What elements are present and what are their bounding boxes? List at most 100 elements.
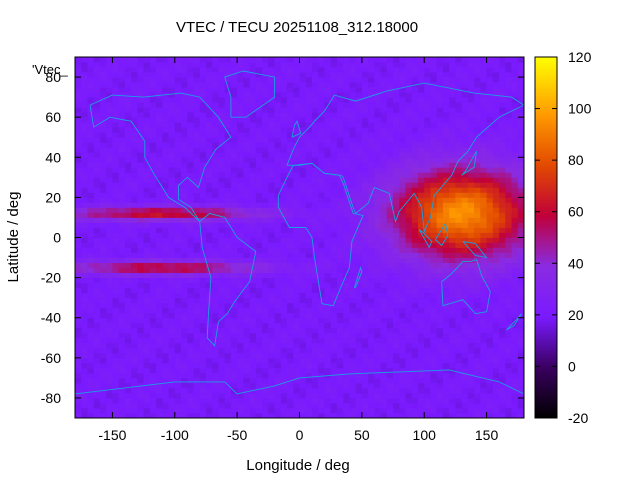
heatmap-cell (455, 162, 463, 168)
heatmap-cell (168, 192, 176, 198)
heatmap-cell (305, 342, 313, 349)
heatmap-cell (262, 192, 269, 198)
heatmap-cell (274, 317, 282, 324)
heatmap-cell (343, 402, 350, 409)
heatmap-cell (486, 177, 494, 183)
heatmap-cell (436, 207, 444, 213)
heatmap-cell (467, 407, 475, 414)
heatmap-cell (386, 107, 394, 113)
heatmap-cell (343, 102, 350, 108)
heatmap-cell (255, 337, 263, 344)
heatmap-cell (87, 247, 95, 253)
heatmap-cell (205, 202, 213, 208)
heatmap-cell (299, 177, 307, 183)
heatmap-cell (137, 172, 144, 178)
heatmap-cell (368, 177, 375, 183)
heatmap-cell (162, 122, 169, 128)
heatmap-cell (505, 257, 512, 263)
heatmap-cell (268, 97, 275, 103)
heatmap-cell (386, 342, 394, 349)
heatmap-cell (224, 197, 232, 203)
heatmap-cell (299, 147, 307, 153)
heatmap-cell (305, 297, 313, 304)
heatmap-cell (349, 212, 357, 218)
heatmap-cell (461, 252, 469, 258)
heatmap-cell (517, 157, 525, 163)
heatmap-cell (93, 132, 101, 138)
heatmap-cell (430, 287, 438, 294)
heatmap-cell (318, 157, 325, 163)
heatmap-cell (218, 107, 226, 113)
heatmap-cell (268, 172, 275, 178)
heatmap-cell (181, 367, 188, 374)
heatmap-cell (361, 247, 369, 253)
heatmap-cell (324, 262, 332, 268)
heatmap-cell (461, 107, 469, 113)
heatmap-cell (430, 347, 438, 354)
heatmap-cell (311, 357, 319, 364)
heatmap-cell (299, 367, 307, 374)
heatmap-cell (199, 192, 207, 198)
heatmap-cell (480, 302, 487, 309)
heatmap-cell (511, 207, 519, 213)
heatmap-cell (168, 397, 176, 404)
heatmap-cell (75, 337, 82, 344)
heatmap-cell (330, 382, 338, 389)
heatmap-cell (411, 87, 419, 93)
heatmap-cell (336, 367, 344, 374)
heatmap-cell (181, 132, 188, 138)
heatmap-cell (430, 302, 438, 309)
heatmap-cell (137, 392, 144, 399)
heatmap-cell (205, 357, 213, 364)
heatmap-cell (324, 217, 332, 223)
heatmap-cell (449, 232, 456, 238)
heatmap-cell (243, 302, 251, 309)
heatmap-cell (380, 222, 388, 228)
heatmap-cell (399, 107, 406, 113)
heatmap-cell (249, 162, 257, 168)
heatmap-cell (449, 282, 456, 289)
heatmap-cell (461, 232, 469, 238)
heatmap-cell (131, 257, 138, 263)
heatmap-cell (324, 252, 332, 258)
heatmap-cell (224, 232, 232, 238)
heatmap-cell (436, 77, 444, 83)
heatmap-cell (399, 402, 406, 409)
heatmap-cell (361, 397, 369, 404)
heatmap-cell (393, 392, 400, 399)
heatmap-cell (230, 277, 238, 284)
heatmap-cell (349, 257, 357, 263)
heatmap-cell (399, 177, 406, 183)
heatmap-cell (181, 202, 188, 208)
heatmap-cell (99, 407, 107, 414)
heatmap-cell (455, 72, 463, 78)
heatmap-cell (287, 217, 294, 223)
heatmap-cell (205, 412, 213, 419)
heatmap-cell (212, 317, 219, 324)
heatmap-cell (474, 97, 481, 103)
heatmap-cell (399, 337, 406, 344)
heatmap-cell (243, 357, 251, 364)
heatmap-cell (517, 377, 525, 384)
heatmap-cell (212, 292, 219, 299)
heatmap-cell (224, 162, 232, 168)
heatmap-cell (93, 392, 101, 399)
heatmap-cell (417, 192, 425, 198)
heatmap-cell (399, 357, 406, 364)
heatmap-cell (75, 317, 82, 324)
heatmap-cell (442, 192, 450, 198)
heatmap-cell (93, 232, 101, 238)
heatmap-cell (224, 262, 232, 268)
heatmap-cell (274, 252, 282, 258)
heatmap-cell (255, 312, 263, 319)
heatmap-cell (361, 337, 369, 344)
heatmap-cell (461, 187, 469, 193)
heatmap-cell (93, 202, 101, 208)
heatmap-cell (112, 242, 120, 248)
heatmap-cell (118, 242, 126, 248)
heatmap-cell (75, 192, 82, 198)
heatmap-cell (492, 222, 500, 228)
heatmap-cell (336, 317, 344, 324)
heatmap-cell (81, 412, 88, 419)
heatmap-cell (343, 262, 350, 268)
